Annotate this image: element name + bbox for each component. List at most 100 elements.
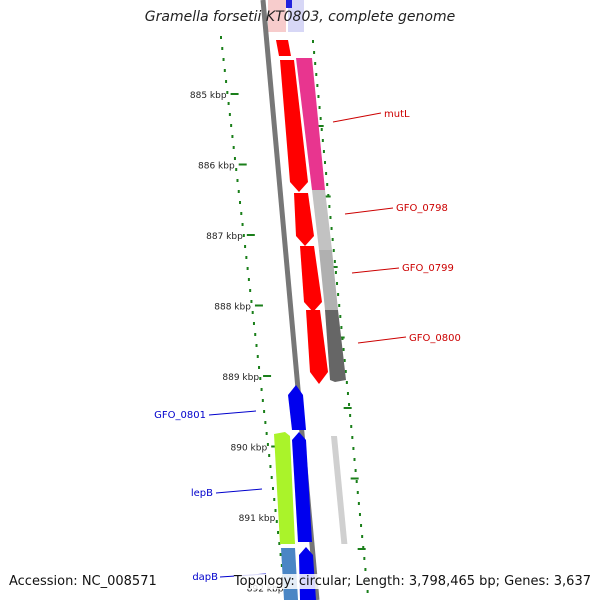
scale-dot — [321, 139, 324, 142]
scale-dot — [274, 509, 277, 512]
genome-summary-text: Topology: circular; Length: 3,798,465 bp… — [233, 574, 591, 589]
scale-dots-right — [312, 40, 369, 593]
scale-dot — [337, 293, 340, 296]
scale-dot — [252, 322, 255, 325]
scale-dot — [329, 216, 332, 219]
label-GFO_0798[interactable]: GFO_0798 — [396, 203, 448, 214]
leader-GFO_0798 — [344, 207, 394, 215]
scale-dot — [249, 289, 252, 292]
scale-dot — [322, 150, 325, 153]
scale-dot — [226, 91, 229, 94]
scale-tick — [350, 477, 359, 480]
scale-dot — [326, 183, 329, 186]
scale-tick — [322, 195, 331, 198]
scale-tick-label: 892 kbp — [247, 585, 284, 595]
cds-arrow-blue — [292, 432, 312, 542]
gene-lepB[interactable] — [274, 432, 295, 544]
cds-arrow-red — [300, 246, 322, 312]
leader-lepB — [215, 488, 263, 494]
scale-dot — [360, 524, 363, 527]
scale-dot — [271, 487, 274, 490]
cds-arrow-red — [276, 40, 291, 56]
scale-dot — [251, 311, 254, 314]
scale-dot — [319, 117, 322, 120]
scale-dot — [312, 40, 314, 43]
scale-dot — [228, 113, 231, 116]
scale-dot — [241, 223, 244, 226]
cds-arrow-red — [280, 60, 308, 192]
scale-dot — [264, 421, 267, 424]
scale-dot — [278, 542, 281, 545]
scale-dot — [345, 381, 348, 384]
scale-dot — [277, 531, 280, 534]
scale-dot — [349, 414, 352, 417]
scale-dot — [342, 348, 345, 351]
scale-tick-label: 891 kbp — [239, 514, 276, 524]
gene-GFO_0800[interactable] — [325, 310, 346, 382]
scale-dot — [270, 476, 273, 479]
scale-tick — [357, 548, 366, 550]
scale-tick — [230, 93, 239, 95]
gene-GFO_0798[interactable] — [312, 190, 332, 250]
scale-tick — [263, 375, 272, 377]
scale-tick-label: 886 kbp — [198, 162, 235, 172]
scale-dot — [235, 168, 238, 171]
label-GFO_0800[interactable]: GFO_0800 — [409, 333, 461, 344]
scale-dot — [231, 135, 234, 138]
gene-mutL[interactable] — [296, 58, 325, 190]
label-GFO_0799[interactable]: GFO_0799 — [402, 263, 454, 274]
scale-dot — [268, 454, 271, 457]
label-leaders — [208, 112, 407, 578]
label-lepB[interactable]: lepB — [191, 488, 213, 499]
scale-dot — [240, 212, 243, 215]
scale-dot — [223, 69, 226, 72]
scale-dot — [246, 267, 249, 270]
scale-tick-label: 889 kbp — [222, 373, 259, 383]
scale-dot — [358, 513, 361, 516]
scale-dot — [279, 553, 282, 556]
scale-dot — [357, 502, 360, 505]
scale-dot — [261, 399, 264, 402]
cds-arrow-red — [306, 310, 328, 384]
scale-dot — [239, 201, 242, 204]
scale-dot — [254, 333, 257, 336]
scale-dot — [324, 161, 327, 164]
scale-dot — [256, 355, 259, 358]
scale-dot — [328, 205, 331, 208]
scale-dot — [237, 190, 240, 193]
scale-dot — [344, 370, 347, 373]
scale-dot — [343, 359, 346, 362]
scale-tick — [343, 407, 352, 409]
gene-GFO_0799[interactable] — [319, 250, 338, 310]
scale-dot — [353, 458, 356, 461]
scale-dot — [233, 157, 236, 160]
scale-dot — [364, 568, 367, 571]
scale-dot — [333, 260, 336, 263]
scale-dot — [362, 546, 365, 549]
scale-dot — [366, 590, 369, 593]
scale-dot — [269, 465, 272, 468]
scale-tick — [238, 163, 247, 166]
scale-dot — [250, 300, 253, 303]
scale-tick-label: 888 kbp — [214, 303, 251, 313]
accession-text: Accession: NC_008571 — [9, 574, 157, 589]
scale-dot — [317, 95, 320, 98]
scale-dot — [361, 535, 364, 538]
label-mutL[interactable]: mutL — [384, 109, 410, 120]
scale-dot — [356, 491, 359, 494]
scale-dot — [258, 366, 261, 369]
label-GFO_0801[interactable]: GFO_0801 — [154, 410, 206, 421]
label-dapB[interactable]: dapB — [192, 572, 218, 583]
cds-arrow-red — [294, 193, 314, 246]
leader-mutL — [332, 112, 382, 123]
scale-dot — [222, 58, 225, 61]
scale-dot — [260, 388, 263, 391]
gene-lepB-shade — [330, 436, 348, 544]
scale-dot — [244, 245, 247, 248]
scale-dot — [318, 106, 321, 109]
scale-tick — [246, 234, 255, 236]
scale-dot — [351, 436, 354, 439]
faded-feature-top — [286, 0, 292, 8]
faded-feature-top — [268, 0, 286, 32]
